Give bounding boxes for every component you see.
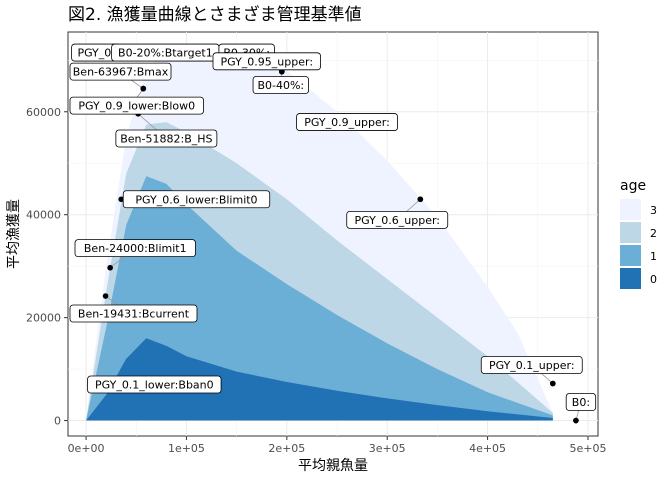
annotation-label: B0: [572,396,590,409]
y-tick-label: 0 [54,415,61,428]
annotation-label: PGY_0.1_upper: [489,359,575,372]
annotation-label-box [69,304,198,323]
x-tick-label: 1e+05 [168,442,205,455]
annotation-label-box [87,375,222,394]
annotation-label-box [565,393,597,411]
annotation-label: B0-20%:Btarget1 [118,47,213,60]
annotation-label: PGY_0.95_upper: [220,55,313,68]
x-tick-label: 4e+05 [469,442,506,455]
annotation-label: Ben-51882:B_HS [120,133,212,146]
y-tick-label: 60000 [26,106,61,119]
legend-title: age [620,178,646,194]
y-tick-label: 40000 [26,209,61,222]
annotation-labels: PGY_0.1_lower:Bban0 Ben-19431:Bcurrent Ben… [69,43,597,411]
annotation-label: PGY_0.9_upper: [304,116,390,129]
y-axis-ticks: 0 20000 40000 60000 [26,106,68,428]
annotation-label-box [296,113,398,131]
x-tick-label: 5e+05 [569,442,606,455]
annotation-point [102,293,109,299]
annotation-label-box [74,239,196,258]
x-tick-label: 2e+05 [268,442,305,455]
annotation-label: PGY_0.9_lower:Blow0 [78,100,195,113]
annotation-point [118,196,125,203]
annotation-label-box [69,96,204,115]
annotation-point [140,85,147,92]
legend-key-age-1 [620,245,641,266]
y-axis-title: 平均漁獲量 [6,199,22,269]
annotation-label: Ben-63967:Bmax [73,66,169,79]
x-axis-ticks: 0e+00 1e+05 2e+05 3e+05 4e+05 5e+05 [68,436,606,455]
x-tick-label: 0e+00 [68,442,105,455]
annotation-label-box [115,129,218,148]
legend-label: 3 [650,204,657,217]
annotation-label-box [122,190,271,209]
legend-label: 2 [650,227,657,240]
annotation-point [417,196,424,203]
annotation-label: PGY_0.6_upper: [354,214,440,227]
annotation-label: Ben-24000:Blimit1 [84,242,187,255]
legend-label: 0 [650,273,657,286]
chart-title: 図2. 漁獲量曲線とさまざま管理基準値 [68,4,362,25]
y-tick-label: 20000 [26,312,61,325]
annotation-label: PGY_0.6_lower:Blimit0 [135,193,257,206]
annotation-label-box [69,62,172,81]
legend-label: 1 [650,250,657,263]
annotation-label: B0-40%: [257,79,304,92]
annotation-point [573,417,579,424]
annotation-label-box [480,356,583,374]
annotation-label: PGY_0.1_lower:Bban0 [95,379,214,392]
annotation-point [550,380,556,387]
x-axis-title: 平均親魚量 [298,458,368,474]
area-age-1 [86,176,553,421]
legend-key-age-3 [620,199,641,220]
annotation-label: PGY_0. [77,47,114,60]
annotation-label-box [212,52,321,71]
legend-key-age-0 [620,268,641,289]
legend-key-age-2 [620,222,641,243]
annotation-label: Ben-19431:Bcurrent [78,308,190,321]
legend: age 3 2 1 0 [620,178,657,289]
annotation-label-box [346,210,449,229]
annotation-label-box [252,76,309,94]
annotation-point [107,264,113,271]
area-age-0 [86,338,553,421]
x-tick-label: 3e+05 [369,442,406,455]
